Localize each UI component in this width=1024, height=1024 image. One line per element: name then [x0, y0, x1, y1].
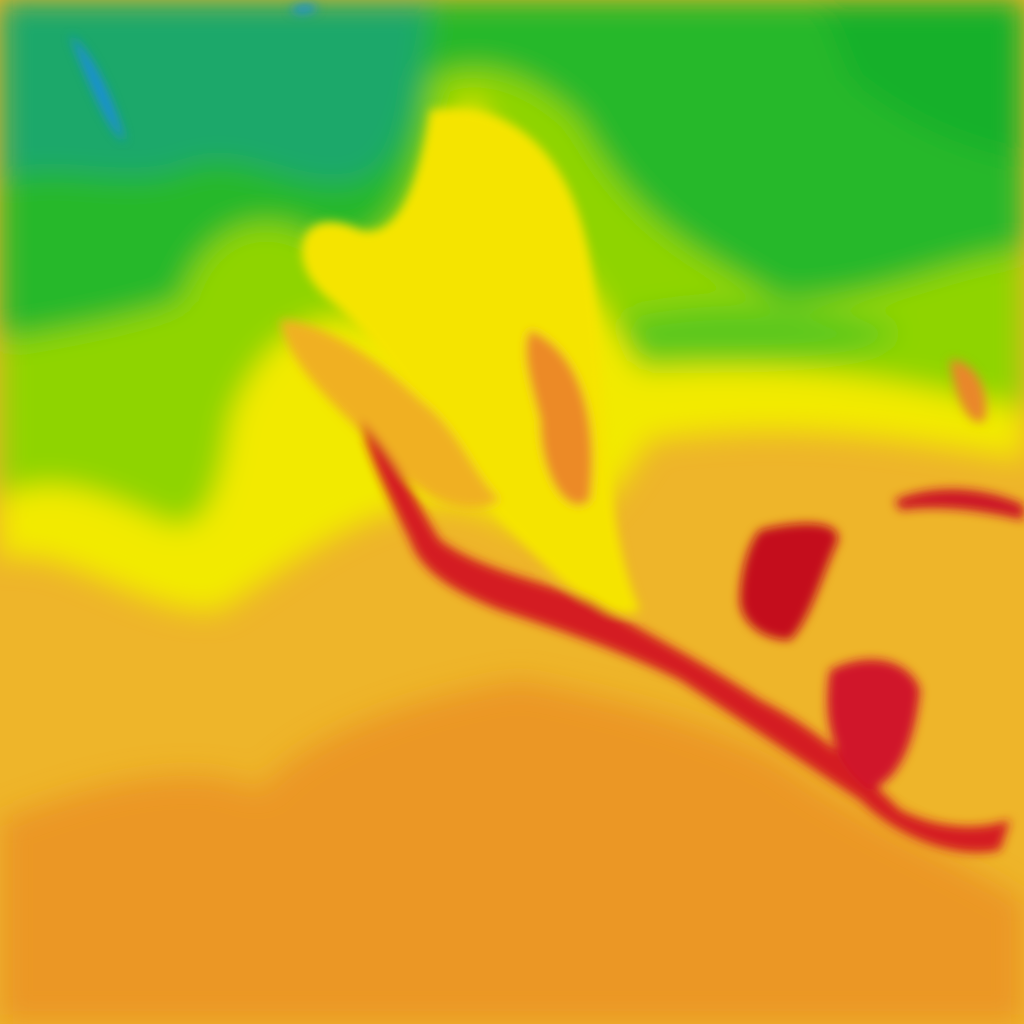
- teal-region: [0, 0, 430, 185]
- lake-blue-small: [290, 4, 318, 14]
- northeast-green: [820, 0, 1024, 160]
- texas-orange: [525, 330, 593, 506]
- florida-orange: [950, 360, 986, 422]
- orange-band: [0, 680, 1024, 1024]
- mexico-yellow-highlands: [301, 108, 640, 614]
- gulf-green: [620, 306, 900, 360]
- hot-regions: [70, 4, 1024, 853]
- great-lakes-blue: [70, 35, 125, 140]
- mexico-orange: [280, 320, 500, 508]
- cuba-red: [895, 489, 1024, 520]
- central-america-red: [827, 659, 920, 790]
- yucatan-red: [740, 523, 839, 640]
